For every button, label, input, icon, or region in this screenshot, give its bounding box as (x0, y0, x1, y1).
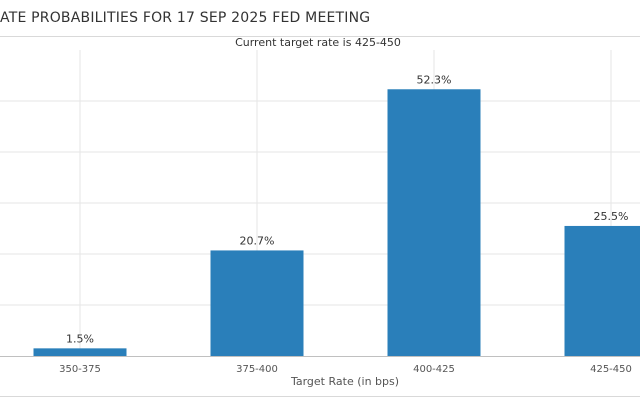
bar-value-label: 25.5% (594, 210, 629, 223)
bar-350-375 (33, 348, 127, 356)
bar-425-450 (564, 225, 640, 356)
bar-375-400 (210, 250, 304, 356)
x-tick-label: 350-375 (59, 364, 101, 375)
x-tick-label: 375-400 (236, 364, 278, 375)
x-tick-label: 400-425 (413, 364, 455, 375)
bottom-divider (0, 396, 640, 397)
page-title: ATE PROBABILITIES FOR 17 SEP 2025 FED ME… (0, 10, 371, 26)
bar-value-label: 20.7% (240, 234, 275, 247)
chart-subtitle: Current target rate is 425-450 (235, 36, 401, 49)
bar-value-label: 1.5% (66, 332, 94, 345)
bar-value-label: 52.3% (417, 73, 452, 86)
x-tick-label: 425-450 (590, 364, 632, 375)
title-divider (0, 36, 640, 37)
x-axis-title: Target Rate (in bps) (290, 375, 399, 388)
bar-400-425 (387, 89, 481, 357)
